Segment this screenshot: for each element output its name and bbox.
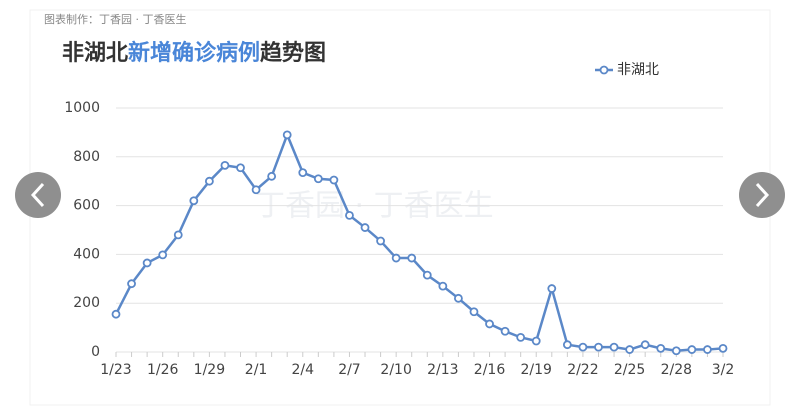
- y-tick-label: 400: [73, 246, 100, 262]
- x-tick-label: 2/22: [567, 362, 598, 378]
- x-tick-label: 1/29: [194, 362, 225, 378]
- nav-next[interactable]: [739, 172, 785, 218]
- data-point: [189, 196, 199, 206]
- data-point: [422, 270, 432, 280]
- data-point: [625, 345, 635, 354]
- data-point: [671, 346, 681, 356]
- data-point: [687, 345, 697, 354]
- data-point: [594, 342, 603, 352]
- data-point: [345, 210, 354, 220]
- title-part: 新增确诊病例: [128, 40, 260, 66]
- x-tick-label: 2/25: [614, 362, 645, 378]
- data-point: [578, 342, 588, 352]
- y-tick-label: 600: [73, 198, 100, 214]
- data-point: [500, 326, 510, 336]
- title-part: 趋势图: [260, 40, 326, 66]
- data-point: [531, 336, 541, 346]
- data-point: [469, 307, 479, 317]
- nav-prev[interactable]: [15, 172, 61, 218]
- legend-marker: [599, 65, 609, 75]
- x-tick-label: 1/26: [147, 362, 179, 378]
- data-point: [438, 281, 448, 291]
- data-point: [516, 332, 526, 342]
- data-point: [718, 343, 728, 353]
- data-point: [111, 309, 121, 319]
- data-point: [656, 343, 666, 353]
- data-point: [407, 253, 417, 263]
- data-point: [329, 175, 339, 185]
- card: [29, 9, 771, 406]
- data-point: [454, 293, 463, 303]
- nav-prev-circle[interactable]: [15, 172, 61, 218]
- x-tick-label: 2/28: [661, 362, 692, 378]
- data-point: [562, 340, 572, 350]
- x-tick-label: 2/4: [292, 362, 315, 378]
- nav-next-arrow[interactable]: [755, 182, 770, 208]
- data-point: [158, 250, 168, 260]
- nav-prev-arrow[interactable]: [30, 182, 45, 208]
- data-point: [204, 176, 214, 186]
- nav-next-circle[interactable]: [739, 172, 785, 218]
- data-point: [251, 185, 261, 195]
- series-line: [114, 131, 724, 353]
- data-point: [236, 163, 245, 173]
- data-point: [127, 279, 136, 289]
- x-tick-label: 2/19: [521, 362, 552, 378]
- y-tick-label: 1000: [64, 100, 100, 116]
- data-point: [282, 130, 292, 140]
- x-tick-label: 1/23: [100, 362, 131, 378]
- x-tick-label: 2/13: [427, 362, 458, 378]
- data-point: [267, 171, 277, 181]
- data-point: [391, 253, 401, 263]
- data-point: [640, 340, 650, 350]
- data-point: [485, 319, 494, 329]
- data-point: [609, 342, 619, 352]
- data-point: [298, 168, 308, 178]
- x-tick-label: 2/7: [338, 362, 361, 378]
- data-point: [173, 230, 183, 240]
- data-point: [547, 284, 557, 293]
- source-note: 图表制作：丁香园 · 丁香医生: [44, 12, 187, 26]
- y-tick-label: 0: [91, 344, 100, 360]
- x-tick-label: 2/1: [245, 362, 268, 378]
- legend-label: 非湖北: [617, 62, 659, 78]
- data-point: [360, 223, 370, 232]
- chart-title: 非湖北新增确诊病例趋势图: [62, 40, 326, 66]
- y-tick-label: 200: [73, 295, 100, 311]
- data-point: [142, 258, 152, 268]
- x-tick-label: 3/2: [712, 362, 735, 378]
- data-point: [220, 160, 230, 170]
- data-point: [703, 345, 712, 354]
- title-part: 非湖北: [62, 41, 128, 66]
- x-tick-label: 2/10: [380, 362, 411, 378]
- x-tick-label: 2/16: [474, 362, 506, 378]
- data-point: [313, 174, 323, 184]
- data-point: [376, 236, 385, 246]
- y-tick-label: 800: [73, 149, 100, 165]
